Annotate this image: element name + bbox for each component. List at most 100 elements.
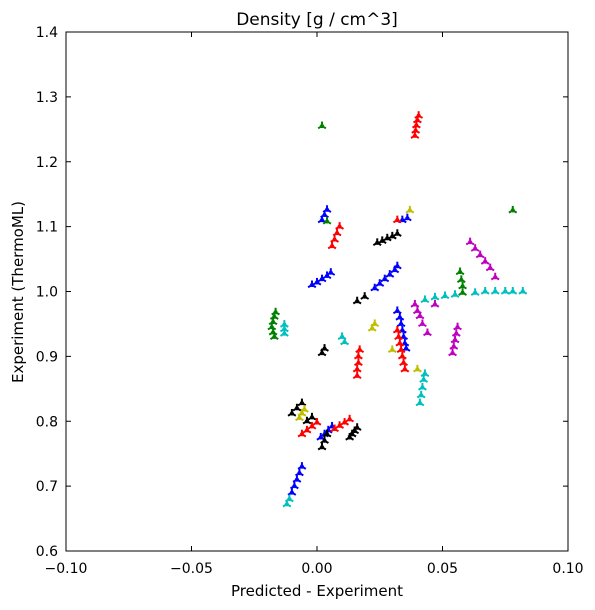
data-point <box>453 322 462 331</box>
y-axis-label: Experiment (ThermoML) <box>9 201 27 383</box>
data-points <box>267 111 528 508</box>
data-point <box>413 364 422 373</box>
data-point <box>326 268 336 276</box>
data-point <box>418 383 427 391</box>
data-point <box>355 345 365 354</box>
data-point <box>414 111 424 119</box>
data-point <box>399 358 408 366</box>
data-point <box>335 222 344 230</box>
data-point <box>380 274 390 283</box>
series-3 <box>295 205 422 422</box>
data-point <box>490 272 500 281</box>
data-point <box>392 261 402 270</box>
x-axis-label: Predicted - Experiment <box>231 582 403 600</box>
data-point <box>317 121 327 130</box>
data-point <box>345 414 355 423</box>
series-5 <box>410 237 500 357</box>
data-point <box>292 403 302 412</box>
data-point <box>392 325 402 334</box>
data-point <box>508 287 518 295</box>
data-point <box>330 235 339 243</box>
data-point <box>410 299 420 308</box>
series-2 <box>287 229 402 451</box>
data-point <box>440 291 450 300</box>
data-point <box>480 257 490 265</box>
data-point <box>322 216 332 225</box>
data-point <box>307 421 317 430</box>
data-point <box>352 423 362 431</box>
data-point <box>475 250 485 259</box>
data-point <box>415 311 425 320</box>
data-point <box>458 288 467 296</box>
y-tick-label: 1.0 <box>36 285 58 301</box>
data-point <box>451 329 461 337</box>
data-point <box>312 418 322 426</box>
data-point <box>470 288 480 296</box>
data-point <box>271 307 280 316</box>
data-point <box>480 287 490 295</box>
data-point <box>322 205 332 213</box>
data-point <box>352 296 362 305</box>
data-point <box>450 335 460 344</box>
data-point <box>307 280 317 289</box>
x-tick-label: 0.00 <box>301 561 332 577</box>
data-point <box>312 277 322 286</box>
data-point <box>385 270 395 278</box>
y-tick-label: 1.3 <box>36 90 58 106</box>
y-tick-label: 0.9 <box>36 349 58 365</box>
data-point <box>465 237 475 246</box>
data-point <box>370 283 380 292</box>
data-point <box>458 281 467 290</box>
data-point <box>352 364 362 373</box>
data-point <box>420 295 430 304</box>
data-point <box>397 351 407 360</box>
x-tick-label: 0.05 <box>427 561 458 577</box>
data-point <box>317 274 327 283</box>
data-point <box>392 306 402 315</box>
data-point <box>419 375 429 383</box>
chart-title: Density [g / cm^3] <box>236 10 398 30</box>
data-point <box>337 332 347 341</box>
data-point <box>302 425 312 434</box>
data-point <box>279 329 289 337</box>
data-point <box>395 312 405 321</box>
data-point <box>320 344 329 352</box>
data-point <box>508 205 518 214</box>
data-point <box>518 287 528 295</box>
data-point <box>317 442 327 451</box>
data-point <box>449 342 459 350</box>
data-point <box>399 332 408 341</box>
data-point <box>297 398 307 407</box>
data-point <box>352 371 362 379</box>
x-tick-label: −0.10 <box>45 561 88 577</box>
data-point <box>297 429 307 438</box>
data-point <box>332 228 342 237</box>
data-point <box>470 244 480 252</box>
series-1 <box>297 111 424 438</box>
data-point <box>420 369 430 378</box>
data-point <box>387 345 397 354</box>
data-point <box>322 429 332 438</box>
data-point <box>392 229 402 237</box>
data-point <box>400 364 410 373</box>
data-point <box>300 405 309 413</box>
data-point <box>395 338 405 347</box>
x-tick-label: −0.05 <box>170 561 213 577</box>
data-point <box>268 317 278 326</box>
data-point <box>396 319 406 328</box>
data-point <box>340 337 350 346</box>
data-point <box>322 271 332 280</box>
data-point <box>396 345 406 354</box>
data-point <box>415 398 425 407</box>
data-point <box>448 348 457 357</box>
data-point <box>267 322 277 331</box>
data-point <box>290 481 299 490</box>
y-tick-label: 1.4 <box>36 25 58 41</box>
data-point <box>287 408 297 417</box>
plot-frame <box>65 31 569 552</box>
data-point <box>284 494 294 503</box>
data-point <box>456 275 466 283</box>
data-point <box>302 416 312 425</box>
data-point <box>287 488 297 496</box>
